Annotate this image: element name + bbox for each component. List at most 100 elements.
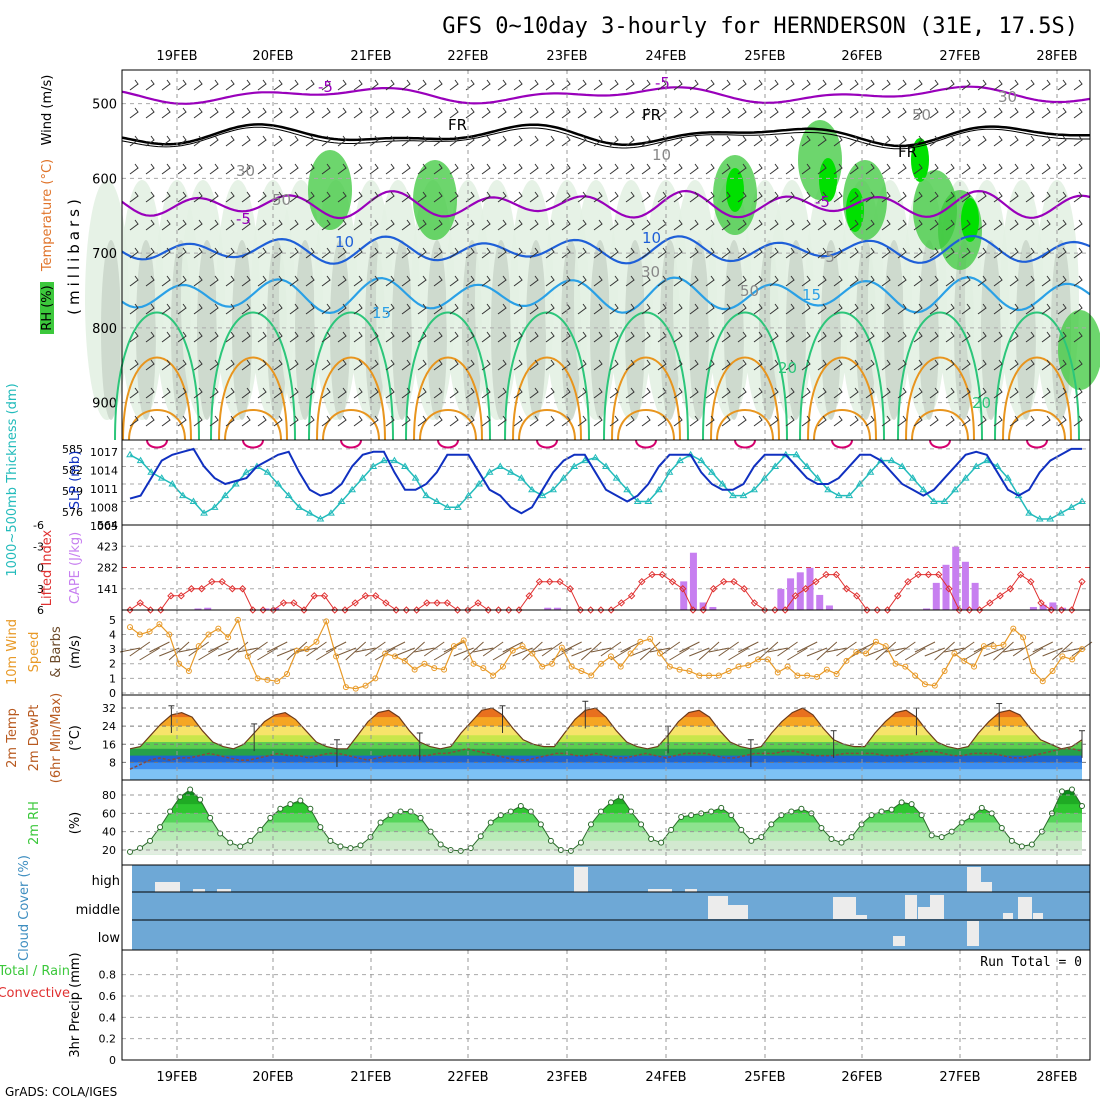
li-marker bbox=[556, 577, 564, 586]
wind-barb-10m bbox=[580, 641, 602, 661]
wind-barb bbox=[929, 359, 939, 371]
precip-axis-label: 3hr Precip (mm) bbox=[68, 952, 83, 1057]
wind-speed-marker bbox=[529, 650, 536, 657]
wind-barb bbox=[497, 219, 507, 231]
wind-barb bbox=[1057, 135, 1067, 147]
wind-barb bbox=[1057, 107, 1067, 119]
wind-barb bbox=[705, 387, 715, 399]
wind-speed-marker bbox=[902, 663, 909, 670]
wind-barb bbox=[337, 359, 347, 371]
wind-speed-marker bbox=[745, 662, 752, 669]
wind-barb bbox=[689, 359, 699, 371]
wind-speed-marker bbox=[1049, 668, 1056, 675]
cloud-block bbox=[893, 936, 905, 946]
wind-barb bbox=[225, 415, 235, 427]
temp-contour-diurnal bbox=[911, 409, 969, 441]
rh-marker bbox=[1008, 837, 1015, 844]
thickness-marker bbox=[1046, 515, 1055, 522]
wind-barb bbox=[449, 359, 459, 371]
wind-barb bbox=[433, 331, 443, 343]
wind-barb bbox=[737, 163, 747, 175]
wind-speed-marker bbox=[794, 672, 801, 679]
wind-barb bbox=[913, 79, 923, 91]
wind-barb bbox=[769, 359, 779, 371]
wind-barb bbox=[753, 303, 763, 315]
rh-marker bbox=[648, 836, 655, 842]
rh-area-grey bbox=[491, 240, 511, 420]
wind-barb bbox=[225, 247, 235, 259]
wind-axis-label-2: Speed bbox=[27, 632, 42, 673]
slp-tick-label: 1017 bbox=[90, 446, 118, 459]
rh-marker bbox=[177, 793, 184, 800]
wind-barb bbox=[881, 415, 891, 427]
wind-barb bbox=[209, 387, 219, 399]
wind-barb bbox=[865, 247, 875, 259]
wind-barb bbox=[337, 247, 347, 259]
wind-speed-marker bbox=[166, 631, 173, 638]
temp-contour-diurnal bbox=[799, 311, 885, 441]
precip-tick-label: 0 bbox=[109, 1054, 116, 1067]
wind-barb bbox=[705, 359, 715, 371]
li-marker bbox=[1078, 577, 1086, 586]
rh-marker bbox=[207, 814, 214, 821]
wind-barb bbox=[609, 247, 619, 259]
cloud-level-label: low bbox=[98, 931, 121, 946]
wind-speed-marker bbox=[401, 657, 408, 664]
rh-area-grey bbox=[625, 240, 645, 420]
freezing-level-contour bbox=[121, 123, 1090, 148]
bottom-date-label: 27FEB bbox=[939, 1070, 980, 1085]
wind-barb bbox=[481, 191, 491, 203]
wind-barb bbox=[721, 163, 731, 175]
wind-barb bbox=[129, 247, 139, 259]
wind-barb bbox=[385, 303, 395, 315]
cloud-block bbox=[155, 882, 180, 892]
wind-speed-marker bbox=[1010, 625, 1017, 632]
wind-barb bbox=[321, 359, 331, 371]
rh-area-bright bbox=[911, 138, 929, 182]
temp-contour-diurnal bbox=[114, 311, 200, 441]
wind-barb bbox=[1073, 415, 1083, 427]
wind-barb bbox=[977, 303, 987, 315]
wind-barb bbox=[577, 191, 587, 203]
wind-barb bbox=[945, 275, 955, 287]
wind-barb bbox=[353, 219, 363, 231]
top-date-label: 25FEB bbox=[744, 49, 785, 64]
thickness-marker bbox=[485, 468, 494, 475]
wind-speed-marker bbox=[872, 638, 879, 645]
li-marker bbox=[975, 606, 984, 614]
wind-barb bbox=[257, 247, 267, 259]
wind-barb-10m bbox=[561, 641, 582, 653]
wind-barb bbox=[897, 359, 907, 371]
wind-barb-10m bbox=[325, 641, 347, 653]
wind-barb bbox=[545, 79, 555, 91]
temp-contour-minus5-upper bbox=[121, 85, 1091, 105]
wind-barb-10m bbox=[541, 641, 563, 657]
wind-barb bbox=[449, 135, 459, 147]
slp-line bbox=[129, 447, 1082, 515]
wind-barb bbox=[321, 387, 331, 399]
cape-bar bbox=[806, 567, 814, 610]
wind-barb bbox=[641, 275, 651, 287]
rh-marker bbox=[608, 799, 615, 806]
wind-speed-marker bbox=[961, 657, 968, 664]
wind-barb bbox=[465, 275, 475, 287]
wind-speed-marker bbox=[784, 663, 791, 670]
wind-barb-10m bbox=[777, 641, 798, 657]
wind-barb bbox=[273, 247, 283, 259]
wind-barb bbox=[657, 359, 667, 371]
wind-barb-10m bbox=[482, 641, 504, 657]
wind-speed-marker bbox=[411, 666, 418, 673]
wind-barb bbox=[385, 359, 395, 371]
wind-barb bbox=[641, 107, 651, 119]
wind-barb-10m bbox=[178, 647, 199, 653]
li-marker bbox=[310, 592, 318, 600]
wind-barb bbox=[545, 331, 555, 343]
wind-barb bbox=[433, 163, 443, 175]
wind-barb bbox=[193, 163, 203, 175]
wind-barb bbox=[609, 303, 619, 315]
wind-barb bbox=[369, 219, 379, 231]
li-marker bbox=[894, 592, 902, 600]
rh-legend-swatch bbox=[40, 282, 54, 334]
wind-barb bbox=[177, 247, 187, 259]
thickness-line bbox=[129, 453, 1083, 520]
